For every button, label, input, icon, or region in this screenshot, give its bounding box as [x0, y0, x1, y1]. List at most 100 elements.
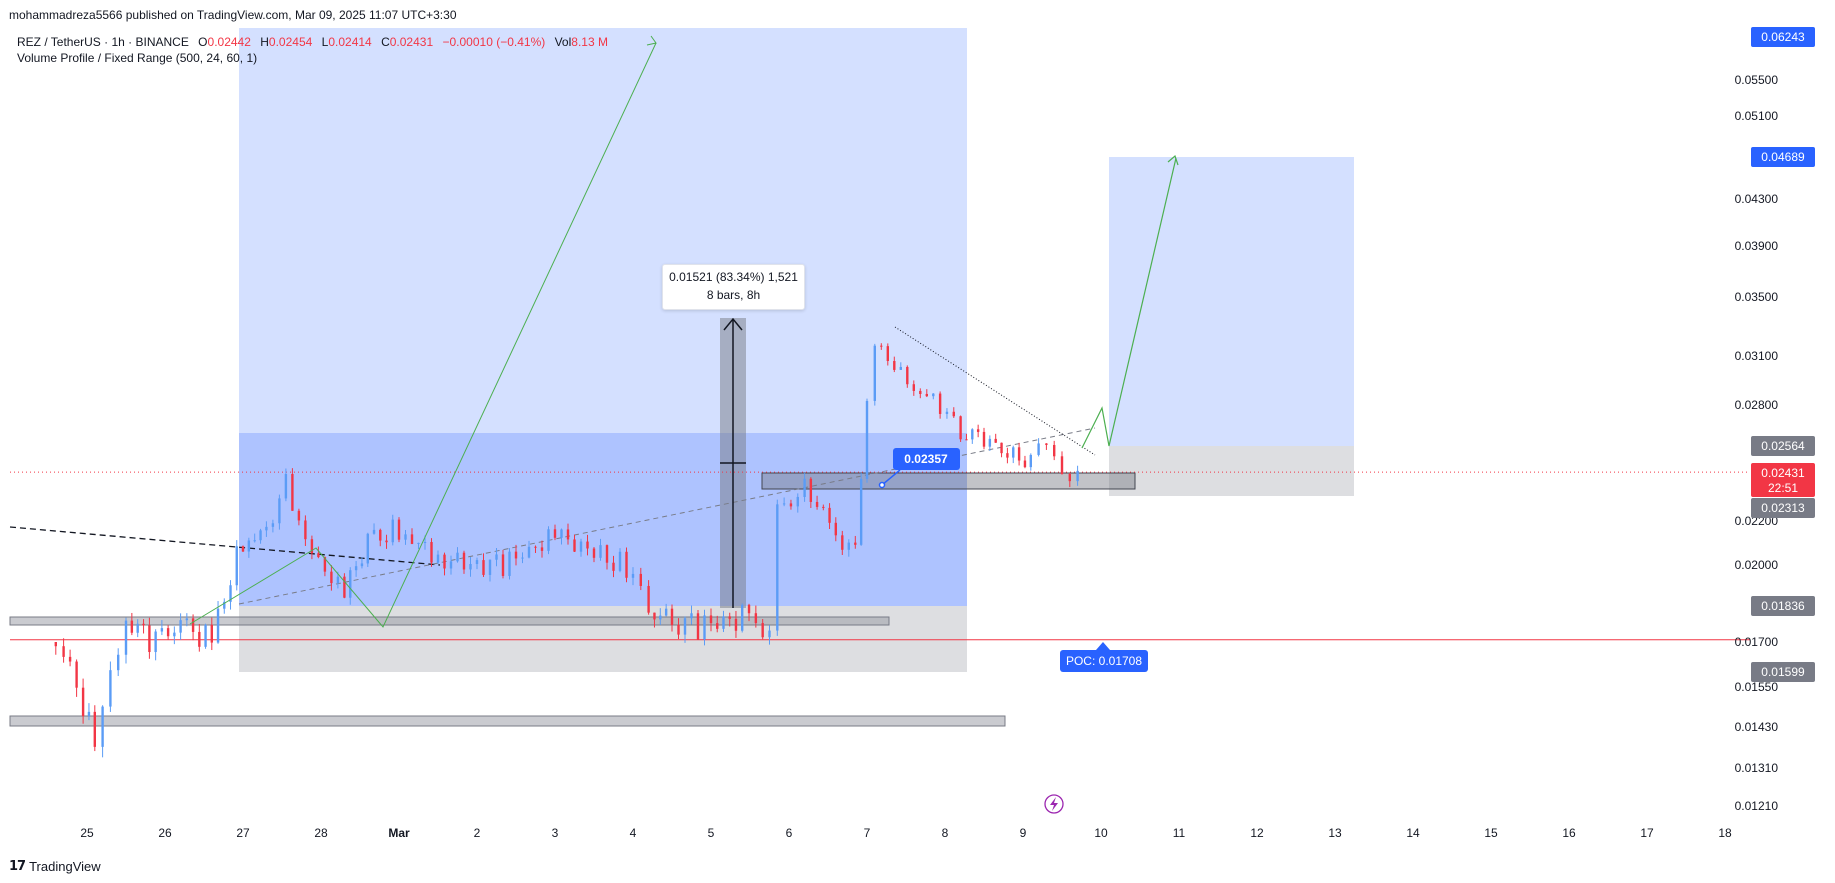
candle-body [417, 542, 420, 544]
candle-body [109, 670, 112, 707]
entry-zone [239, 433, 967, 606]
candle-body [976, 429, 980, 432]
candle-body [945, 411, 949, 414]
candle-body [278, 498, 281, 524]
price-tag-bg [1751, 498, 1815, 518]
candle-body [87, 711, 91, 717]
candle-body [612, 562, 615, 571]
time-tick-label: 25 [80, 826, 94, 840]
tradingview-brand: TradingView [29, 858, 101, 874]
time-tick-label: 17 [1640, 826, 1654, 840]
candle-body [247, 540, 251, 552]
candle-body [385, 540, 388, 543]
candle-body [354, 566, 358, 571]
time-tick-label: 27 [236, 826, 250, 840]
candle-body [631, 573, 635, 578]
candle-body [553, 529, 557, 538]
price-tag-text: 0.02431 [1761, 466, 1805, 480]
candle-body [336, 576, 340, 584]
candle-body [683, 618, 687, 635]
tradingview-logo[interactable]: 𝟭𝟳 TradingView [9, 858, 101, 874]
candle-body [210, 624, 213, 643]
indicator-name[interactable]: Volume Profile / Fixed Range (500, 24, 6… [17, 51, 258, 65]
candle-body [854, 542, 857, 545]
candle-body [310, 539, 314, 554]
price-axis: 0.05500 0.05100 0.04300 0.03900 0.03500 0.031… [1735, 27, 1815, 813]
candle-body [142, 623, 145, 626]
drawings-foreground: 0.02357 POC: 0.01708 [189, 35, 1179, 814]
volume-value: 8.13 M [571, 35, 608, 49]
time-tick-label: 9 [1020, 826, 1027, 840]
candle-body [677, 624, 680, 635]
candle-body [547, 529, 550, 551]
candle-body [716, 623, 719, 629]
resistance-box [761, 472, 1136, 490]
time-tick-label: 15 [1484, 826, 1498, 840]
candle-body [592, 548, 596, 558]
candle-body [696, 613, 700, 640]
candle-body [938, 393, 942, 414]
candle-body [1017, 447, 1021, 461]
candle-body [404, 534, 407, 540]
time-tick-label: 11 [1173, 826, 1186, 840]
time-tick-label: 12 [1250, 826, 1264, 840]
candle-body [566, 529, 570, 540]
indicator-legend[interactable]: Volume Profile / Fixed Range (500, 24, 6… [17, 51, 257, 65]
top-bar: mohammadreza5566 published on TradingVie… [0, 0, 1835, 28]
candle-body [709, 615, 713, 624]
measure-tooltip: 0.01521 (83.34%) 1,521 8 bars, 8h [662, 264, 805, 310]
target-zone-large [239, 28, 967, 433]
candle-body [291, 474, 294, 511]
candle-body [265, 526, 268, 531]
measure-line-1: 0.01521 (83.34%) 1,521 [669, 270, 798, 284]
time-tick-label: 3 [552, 826, 559, 840]
candle-body [722, 616, 725, 629]
candle-body [136, 623, 139, 633]
poc-label: POC: 0.01708 [1060, 642, 1148, 672]
symbol-legend[interactable]: REZ / TetherUS · 1h · BINANCE O0.02442 H… [17, 35, 608, 49]
candle-body [828, 507, 831, 523]
time-tick-label: 8 [942, 826, 949, 840]
candle-body [495, 554, 498, 560]
candle-body [959, 416, 962, 440]
candle-body [410, 534, 414, 544]
time-tick-label: 28 [314, 826, 328, 840]
candle-body [659, 615, 662, 620]
candle-body [899, 366, 902, 370]
candle-body [514, 551, 518, 559]
candle-body [75, 661, 78, 688]
drawings-background [9, 28, 1750, 727]
dashed-trendline [9, 526, 441, 566]
price-tag-bg [1751, 147, 1815, 167]
candle-body [605, 545, 609, 563]
target-zone-small [1109, 157, 1354, 446]
candle-body [443, 554, 446, 569]
candle-body [271, 523, 275, 527]
low-value: 0.02414 [328, 35, 372, 49]
candle-body [501, 554, 505, 576]
price-tick-label: 0.04300 [1735, 192, 1779, 206]
candle-body [154, 631, 157, 653]
candle-body [653, 612, 656, 620]
candle-body [803, 478, 806, 497]
candle-body [670, 608, 674, 625]
candle-body [952, 411, 955, 417]
candle-body [253, 540, 256, 542]
candle-body [1000, 442, 1003, 454]
time-tick-label: 18 [1718, 826, 1732, 840]
candle-body [1068, 473, 1071, 482]
candle-body [560, 529, 563, 538]
candle-body [540, 547, 544, 551]
symbol-info[interactable]: REZ / TetherUS · 1h · BINANCE [17, 35, 189, 49]
candle-body [462, 552, 466, 570]
candle-body [191, 618, 195, 632]
candle-body [932, 393, 935, 397]
lightning-icon [1044, 794, 1064, 814]
candle-body [690, 613, 693, 619]
candle-body [241, 546, 245, 552]
candle-body [216, 608, 220, 643]
candle-body [994, 438, 997, 443]
support-box-lower [9, 715, 1006, 727]
time-tick-label: 5 [708, 826, 715, 840]
